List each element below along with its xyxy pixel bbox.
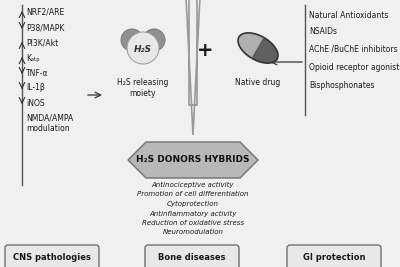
Text: Opioid receptor agonists: Opioid receptor agonists	[309, 64, 400, 73]
FancyBboxPatch shape	[287, 245, 381, 267]
Text: PI3K/Akt: PI3K/Akt	[26, 38, 58, 48]
Text: CNS pathologies: CNS pathologies	[13, 253, 91, 262]
Text: GI protection: GI protection	[303, 253, 365, 262]
FancyBboxPatch shape	[5, 245, 99, 267]
Text: Antinflammatory activity: Antinflammatory activity	[149, 210, 237, 217]
Text: P38/MAPK: P38/MAPK	[26, 23, 64, 33]
Circle shape	[127, 32, 159, 64]
Text: NMDA/AMPA
modulation: NMDA/AMPA modulation	[26, 113, 73, 133]
Text: H₂S releasing
moiety: H₂S releasing moiety	[117, 78, 169, 98]
Circle shape	[143, 29, 165, 51]
Polygon shape	[128, 142, 258, 178]
Text: Kₐₜₚ: Kₐₜₚ	[26, 53, 40, 62]
Text: iNOS: iNOS	[26, 99, 45, 108]
Text: H₂S DONORS HYBRIDS: H₂S DONORS HYBRIDS	[136, 155, 250, 164]
Text: Native drug: Native drug	[235, 78, 281, 87]
Circle shape	[121, 29, 143, 51]
Text: Cytoprotection: Cytoprotection	[167, 201, 219, 207]
Text: NSAIDs: NSAIDs	[309, 28, 337, 37]
Text: H₂S: H₂S	[134, 45, 152, 53]
Text: Reduction of oxidative stress: Reduction of oxidative stress	[142, 220, 244, 226]
Text: Bone diseases: Bone diseases	[158, 253, 226, 262]
Text: Antinociceptive activity: Antinociceptive activity	[152, 182, 234, 188]
Text: Neuromodulation: Neuromodulation	[162, 230, 224, 235]
Text: NRF2/ARE: NRF2/ARE	[26, 7, 64, 17]
Text: Natural Antioxidants: Natural Antioxidants	[309, 10, 388, 19]
Text: Bisphosphonates: Bisphosphonates	[309, 80, 374, 89]
Polygon shape	[184, 0, 202, 135]
Polygon shape	[238, 33, 264, 58]
Text: IL-1β: IL-1β	[26, 84, 45, 92]
Text: +: +	[197, 41, 213, 60]
Text: Promotion of cell differentiation: Promotion of cell differentiation	[137, 191, 249, 198]
Text: AChE /BuChE inhibitors: AChE /BuChE inhibitors	[309, 45, 398, 53]
Text: TNF-α: TNF-α	[26, 69, 48, 77]
FancyBboxPatch shape	[145, 245, 239, 267]
Polygon shape	[252, 38, 278, 63]
